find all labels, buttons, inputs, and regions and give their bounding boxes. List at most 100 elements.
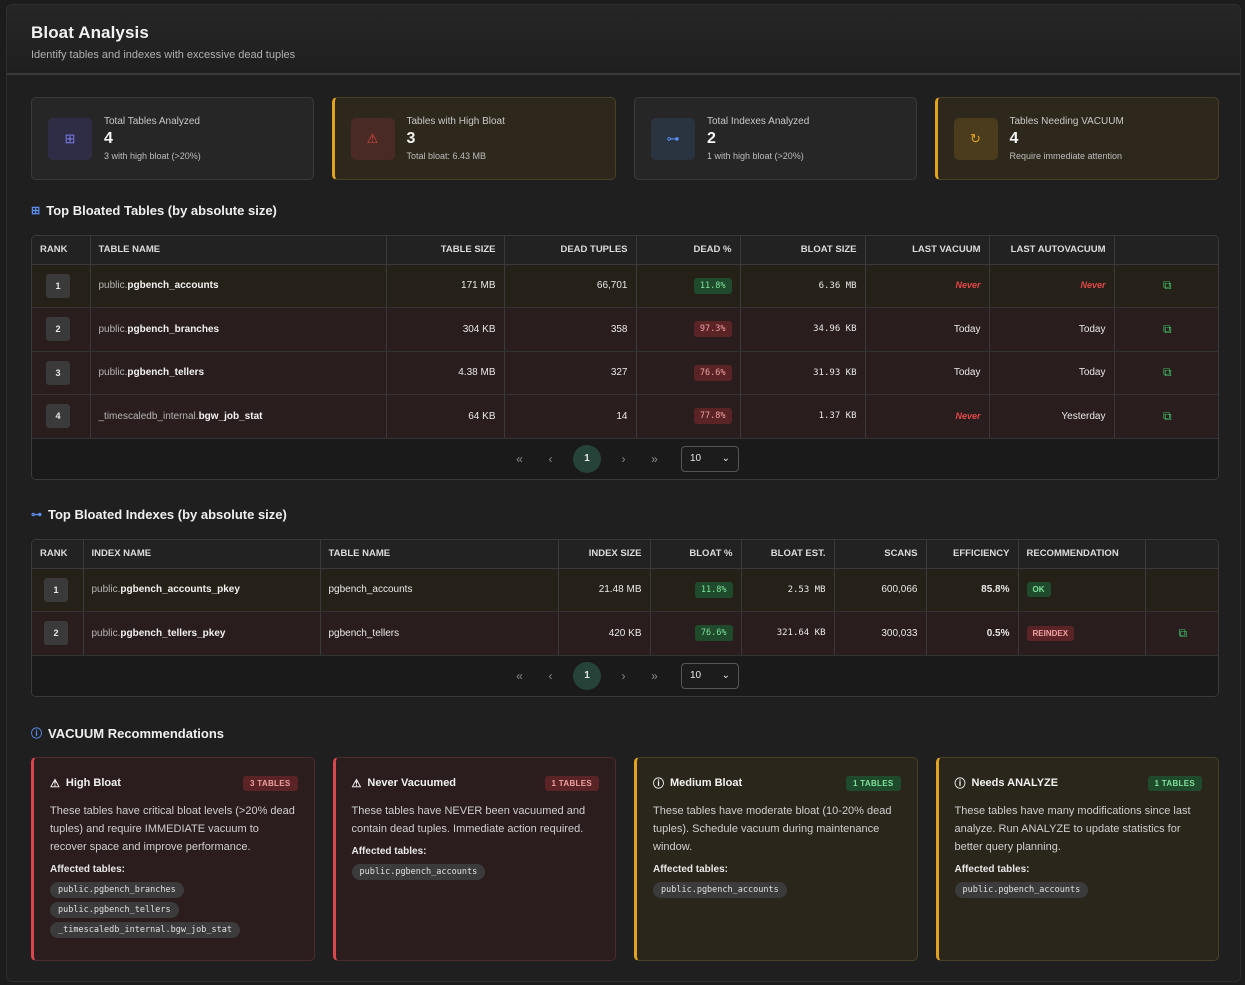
last-autovacuum-value: Today [1078, 367, 1106, 379]
summary-card-note: Require immediate attention [1009, 151, 1123, 161]
table-size: 4.38 MB [386, 351, 505, 395]
table-row[interactable]: 1 public.pgbench_accounts_pkey pgbench_acc… [32, 568, 1218, 612]
info-icon: ⓘ [31, 728, 42, 740]
dead-pct-badge: 97.3% [693, 321, 732, 338]
affected-table-chip: _timescaledb_internal.bgw_job_stat [50, 922, 240, 938]
table-name: pgbench_branches [127, 323, 220, 335]
table-row[interactable]: 4 _timescaledb_internal.bgw_job_stat 64 KB… [32, 394, 1218, 439]
bloat-size: 1.37 KB [740, 394, 866, 439]
copy-icon[interactable]: ⧉ [1162, 278, 1172, 293]
table-row[interactable]: 2 public.pgbench_tellers_pkey pgbench_tell… [32, 611, 1218, 656]
refresh-icon: ↻ [953, 117, 998, 160]
affected-tables-label: Affected tables: [50, 864, 126, 875]
table-name: bgw_job_stat [198, 410, 263, 422]
summary-card: ⊞ Total Tables Analyzed 4 3 with high bloat… [31, 97, 314, 180]
affected-tables-list: public.pgbench_accounts [954, 878, 1203, 898]
recommendation-header: ⚠ High Bloat 3 TABLES [50, 774, 298, 792]
recommendation-cell: REINDEX [1018, 611, 1146, 656]
warning-icon: ⚠ [350, 117, 395, 160]
last-vacuum-value: Never [955, 410, 981, 421]
last-vacuum-value: Today [953, 323, 981, 335]
page-size-select[interactable]: 10 ⌄ [681, 662, 739, 689]
copy-icon[interactable]: ⧉ [1162, 365, 1172, 380]
copy-icon[interactable]: ⧉ [1162, 321, 1172, 336]
dead-tuples: 327 [504, 351, 637, 395]
affected-tables-label: Affected tables: [351, 846, 427, 857]
table-count-badge: 1 TABLES [1147, 775, 1202, 791]
table-size: 304 KB [386, 307, 505, 352]
index-name-cell: public.pgbench_accounts_pkey [83, 568, 321, 612]
dead-tuples: 358 [504, 307, 637, 352]
rank-badge: 3 [46, 360, 70, 385]
info-icon: ⓘ [653, 778, 664, 790]
summary-card-label: Tables Needing VACUUM [1009, 116, 1124, 127]
schema-name: _timescaledb_internal. [98, 410, 199, 422]
bloat-pct-badge: 76.6% [694, 625, 733, 642]
last-page-button[interactable]: » [651, 668, 658, 683]
rank-cell: 1 [32, 568, 84, 612]
rank-cell: 4 [32, 394, 91, 439]
dead-tuples: 14 [504, 394, 637, 439]
warning-icon: ⚠ [351, 777, 362, 790]
column-header: LAST AUTOVACUUM [989, 236, 1115, 265]
current-page-button[interactable]: 1 [573, 661, 601, 690]
recommendation-card: ⓘ Needs ANALYZE 1 TABLES These tables have … [935, 757, 1219, 961]
recommendation-badge: REINDEX [1026, 625, 1075, 641]
affected-table-chip: public.pgbench_accounts [653, 882, 787, 898]
rank-cell: 1 [32, 264, 91, 308]
bloat-size: 6.36 MB [740, 264, 866, 308]
copy-icon[interactable]: ⧉ [1178, 625, 1188, 640]
page-subtitle: Identify tables and indexes with excessi… [31, 49, 296, 61]
prev-page-button[interactable]: ‹ [548, 451, 553, 466]
hierarchy-icon: ⊶ [31, 509, 42, 521]
index-name: pgbench_accounts_pkey [120, 584, 240, 596]
copy-icon[interactable]: ⧉ [1162, 408, 1172, 423]
dead-pct-badge: 76.6% [693, 364, 732, 381]
next-page-button[interactable]: › [621, 451, 626, 466]
last-page-button[interactable]: » [651, 451, 658, 466]
schema-name: public. [91, 627, 121, 639]
table-row[interactable]: 3 public.pgbench_tellers 4.38 MB 327 76.6% 31… [32, 351, 1218, 395]
action-cell: ⧉ [1114, 394, 1218, 439]
first-page-button[interactable]: « [516, 668, 523, 683]
recommendation-header: ⚠ Never Vacuumed 1 TABLES [352, 774, 599, 792]
index-size: 21.48 MB [558, 568, 651, 612]
prev-page-button[interactable]: ‹ [548, 668, 553, 683]
recommendation-title: ⚠ Never Vacuumed [352, 777, 457, 790]
recommendation-title: ⚠ High Bloat [50, 777, 121, 790]
recommendations-section-title: ⓘ VACUUM Recommendations [31, 725, 225, 741]
last-vacuum: Never [865, 264, 990, 308]
table-name-cell: public.pgbench_branches [90, 307, 387, 352]
table-name-cell: _timescaledb_internal.bgw_job_stat [90, 394, 387, 439]
column-header: EFFICIENCY [926, 540, 1019, 569]
recommendation-card: ⚠ High Bloat 3 TABLES These tables have cri… [31, 757, 315, 961]
summary-card-note: Total bloat: 6.43 MB [406, 151, 487, 161]
first-page-button[interactable]: « [516, 451, 523, 466]
page-size-select[interactable]: 10 ⌄ [681, 445, 739, 472]
bloat-size: 34.96 KB [740, 307, 866, 352]
action-cell: ⧉ [1114, 307, 1218, 352]
grid-icon: ⊞ [48, 117, 92, 160]
recommendation-description: These tables have moderate bloat (10-20%… [653, 805, 892, 853]
next-page-button[interactable]: › [621, 668, 626, 683]
affected-tables-list: public.pgbench_accounts [351, 860, 600, 880]
table-name: pgbench_accounts [127, 280, 219, 292]
column-header: BLOAT % [650, 540, 742, 569]
column-header: TABLE SIZE [386, 236, 505, 265]
recommendation-description: These tables have NEVER been vacuumed an… [351, 805, 586, 835]
bloated-tables-table: RANK TABLE NAME TABLE SIZE DEAD TUPLES DEAD … [31, 235, 1219, 480]
table-row[interactable]: 1 public.pgbench_accounts 171 MB 66,701 11.8… [32, 264, 1218, 308]
summary-card-text: Tables with High Bloat 3 Total bloat: 6.43… [407, 116, 505, 161]
rank-cell: 2 [32, 611, 84, 656]
action-cell: ⧉ [1114, 351, 1218, 395]
column-header [1145, 540, 1218, 569]
efficiency: 85.8% [926, 568, 1019, 612]
column-header [1114, 236, 1218, 265]
column-header: SCANS [834, 540, 927, 569]
bloat-size: 31.93 KB [740, 351, 866, 395]
table-row[interactable]: 2 public.pgbench_branches 304 KB 358 97.3% 34… [32, 307, 1218, 352]
affected-tables-list: public.pgbench_branches public.pgbench_te… [50, 878, 298, 938]
dead-pct-cell: 11.8% [636, 264, 741, 308]
last-autovacuum: Today [989, 351, 1115, 395]
current-page-button[interactable]: 1 [573, 444, 601, 473]
